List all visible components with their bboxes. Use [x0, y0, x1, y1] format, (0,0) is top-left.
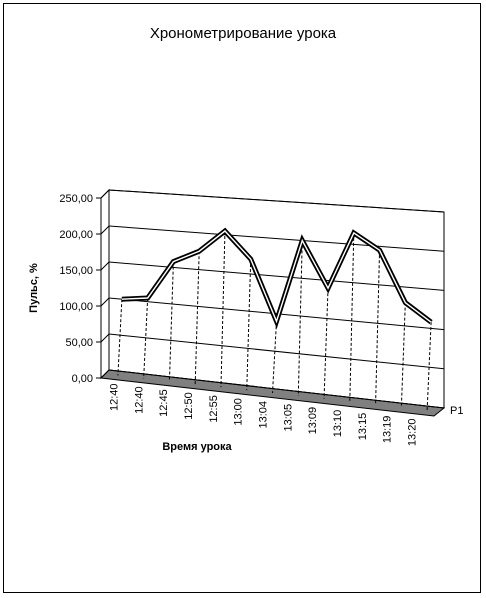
chart-title: Хронометрирование урока [150, 25, 337, 42]
y-tick-label: 200,00 [59, 229, 93, 241]
drop-line [143, 297, 149, 379]
x-tick-label: 13:09 [307, 407, 319, 435]
gridline-side [100, 261, 110, 271]
drop-line [194, 251, 200, 385]
series-axis-label: P1 [450, 405, 463, 417]
x-tick-label: 13:04 [258, 401, 270, 429]
drop-line [323, 288, 329, 399]
drop-line [400, 302, 406, 408]
drop-line [297, 240, 303, 396]
drop-line [220, 230, 226, 388]
x-axis-title: Время урока [162, 441, 232, 453]
gridline [108, 369, 445, 409]
gridline [108, 333, 445, 370]
series-line-inner [121, 230, 432, 324]
series-line-group [121, 227, 433, 329]
x-tick-label: 12:45 [158, 389, 170, 417]
x-tick-labels: 12:40 12:40 12:45 12:50 12:55 13:00 13:04 13:05… [108, 383, 418, 446]
drop-line [117, 299, 123, 376]
x-tick-label: 13:15 [357, 413, 369, 441]
y-tick-label: 50,00 [65, 337, 93, 349]
x-tick-label: 12:40 [108, 383, 120, 411]
gridline-side [100, 333, 110, 343]
y-tick-label: 100,00 [59, 301, 93, 313]
gridline-side [100, 225, 110, 235]
x-tick-label: 13:05 [282, 404, 294, 432]
chart-walls [99, 188, 446, 417]
x-tick-label: 13:10 [332, 410, 344, 438]
drop-line [272, 321, 277, 394]
x-tick-label: 12:55 [208, 395, 220, 423]
gridline-side [100, 297, 110, 307]
x-tick-label: 13:19 [382, 416, 394, 444]
y-tick-label: 150,00 [59, 265, 93, 277]
x-tick-label: 12:50 [183, 392, 195, 420]
drop-line [375, 250, 381, 405]
gridline-side [100, 369, 110, 379]
x-tick-label: 13:00 [233, 398, 245, 426]
x-tick-label: 12:40 [133, 386, 145, 414]
line-chart: Хронометрирование урока 0,00 50,00 100,00 1… [28, 25, 463, 453]
gridline-side [100, 189, 110, 199]
y-tick-label: 250,00 [59, 193, 93, 205]
y-tick-label: 0,00 [72, 373, 93, 385]
x-tick-label: 13:20 [407, 419, 419, 447]
drop-line [349, 232, 355, 402]
drop-lines [117, 230, 432, 411]
y-tick-labels: 0,00 50,00 100,00 150,00 200,00 250,00 [59, 193, 93, 385]
gridline [108, 261, 445, 291]
drop-line [246, 259, 252, 391]
gridline [108, 189, 445, 213]
y-axis-title: Пульс, % [28, 263, 40, 313]
side-wall [100, 188, 110, 380]
chart-frame: Хронометрирование урока 0,00 50,00 100,00 1… [3, 3, 481, 593]
gridline [108, 225, 445, 252]
